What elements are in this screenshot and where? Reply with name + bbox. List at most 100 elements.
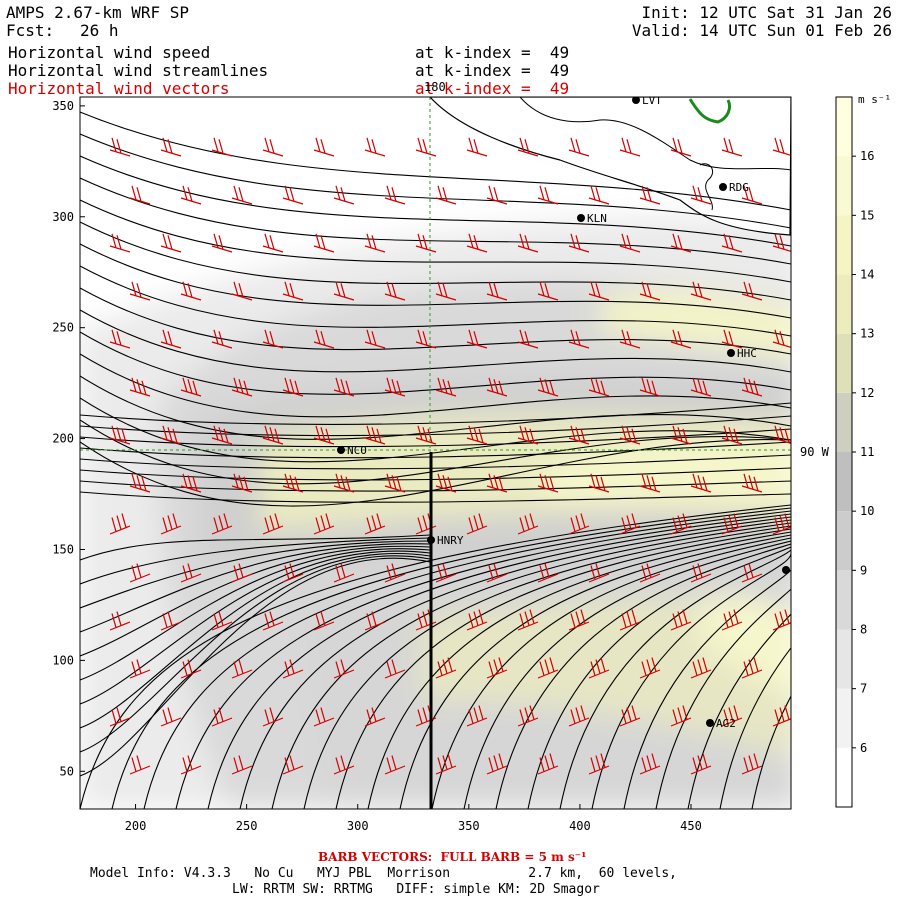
streamline — [80, 402, 791, 425]
station-label: NCO — [347, 444, 367, 457]
wind-barb — [721, 705, 743, 727]
x-tick-label: 400 — [569, 819, 591, 833]
streamline — [719, 565, 791, 809]
colorbar-label: 14 — [860, 268, 874, 282]
forecast-label: Fcst: — [6, 21, 55, 40]
wind-barb — [741, 657, 763, 679]
wind-barb — [160, 329, 182, 349]
colorbar-swatch — [836, 629, 852, 689]
wind-barb — [180, 659, 202, 679]
wind-barb — [282, 659, 304, 679]
wind-barb — [415, 329, 437, 349]
model-info: Model Info: V4.3.3 No Cu MYJ PBL Morriso… — [90, 866, 677, 881]
wind-barb — [384, 185, 406, 205]
wind-barb — [109, 425, 131, 445]
wind-barb — [588, 657, 610, 679]
wind-barb — [364, 137, 386, 157]
wind-barb — [619, 705, 641, 727]
wind-barb — [537, 185, 559, 205]
wind-barb — [568, 329, 590, 349]
wind-barb — [282, 473, 304, 493]
wind-barb — [384, 659, 406, 679]
wind-barb — [670, 425, 692, 445]
wind-barb — [517, 705, 539, 727]
x-tick-label: 250 — [236, 819, 258, 833]
wind-barb — [537, 281, 559, 301]
field-level: at k-index = 49 — [415, 43, 570, 62]
wind-barb — [231, 659, 253, 679]
wind-barb — [384, 563, 406, 583]
stations: LVT RDG KLN HHC NCO HNRY AG2 — [337, 94, 790, 730]
wind-barb — [639, 185, 661, 205]
wind-barb — [517, 233, 539, 253]
wind-barb — [333, 473, 355, 493]
wind-barb — [721, 329, 743, 349]
colorbar-swatch — [836, 688, 852, 748]
wind-barb — [568, 425, 590, 445]
wind-barb — [639, 657, 661, 679]
station-label: LVT — [642, 94, 662, 107]
streamline — [80, 439, 791, 507]
wind-barb — [588, 753, 610, 775]
x-tick-label: 350 — [458, 819, 480, 833]
station-marker — [577, 214, 585, 222]
forecast-hour: 26 h — [80, 21, 119, 40]
wind-barb — [364, 513, 386, 535]
streamline — [239, 519, 791, 809]
wind-barb — [333, 185, 355, 205]
streamline — [271, 522, 791, 809]
streamline — [80, 155, 791, 247]
wind-barb — [486, 473, 508, 493]
wind-barb — [486, 185, 508, 205]
wind-barb — [415, 425, 437, 445]
wind-barb — [364, 425, 386, 445]
wind-barb — [211, 707, 233, 727]
station-marker — [632, 97, 640, 104]
wind-barb — [231, 563, 253, 583]
streamline — [80, 550, 431, 705]
streamline — [80, 265, 791, 337]
wind-barb — [435, 473, 457, 493]
wind-barb — [639, 377, 661, 397]
streamline — [80, 540, 431, 609]
x-tick-label: 300 — [347, 819, 369, 833]
y-tick-label: 150 — [52, 542, 74, 556]
y-tick-label: 200 — [52, 432, 74, 446]
streamline — [80, 537, 431, 585]
wind-barb — [109, 611, 131, 631]
wind-barb — [282, 563, 304, 583]
wind-barb — [670, 513, 692, 535]
wind-barb — [129, 377, 151, 397]
colorbar-label: 7 — [860, 682, 867, 696]
station-label: KLN — [587, 212, 607, 225]
streamlines — [80, 111, 791, 809]
wind-barb — [211, 611, 233, 631]
wind-barb — [282, 185, 304, 205]
wind-barb — [537, 473, 559, 493]
colorbar-label: 10 — [860, 504, 874, 518]
colorbar-swatch — [836, 392, 852, 452]
wind-barb — [282, 377, 304, 397]
streamline — [80, 111, 791, 211]
colorbar-label: 9 — [860, 563, 867, 577]
wind-barb — [690, 753, 712, 775]
wind-barb — [282, 281, 304, 301]
wind-barb — [129, 473, 151, 493]
wind-barb — [211, 329, 233, 349]
station-label: HNRY — [437, 534, 464, 547]
wind-barb — [639, 753, 661, 775]
wind-barb — [619, 137, 641, 157]
wind-barb — [180, 185, 202, 205]
wind-barb — [129, 281, 151, 301]
wind-barb — [129, 563, 151, 583]
init-time: Init: 12 UTC Sat 31 Jan 26 — [641, 3, 892, 22]
wind-barb — [772, 137, 791, 157]
wind-barb — [231, 755, 253, 775]
physics-info: LW: RRTM SW: RRTMG DIFF: simple KM: 2D S… — [232, 882, 600, 897]
wind-barb — [211, 137, 233, 157]
wind-barb — [313, 233, 335, 253]
wind-barb — [384, 281, 406, 301]
wind-barb — [109, 513, 131, 535]
streamline — [527, 546, 791, 809]
colorbar-label: 8 — [860, 623, 867, 637]
